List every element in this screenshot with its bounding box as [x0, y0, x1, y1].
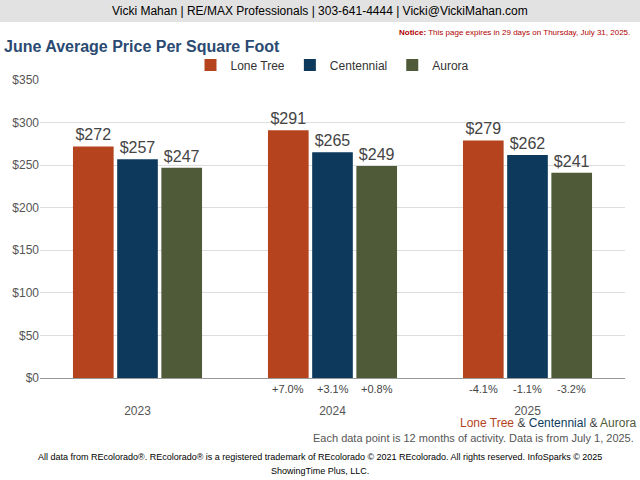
- svg-text:$50: $50: [19, 329, 39, 343]
- svg-text:Vicki Mahan | RE/MAX Professio: Vicki Mahan | RE/MAX Professionals | 303…: [112, 4, 528, 18]
- svg-text:$272: $272: [75, 126, 111, 143]
- svg-text:-3.2%: -3.2%: [557, 383, 586, 395]
- svg-text:2025: 2025: [514, 404, 541, 418]
- svg-text:$262: $262: [510, 135, 546, 152]
- svg-text:$241: $241: [554, 153, 590, 170]
- svg-text:Each data point is 12 months o: Each data point is 12 months of activity…: [313, 432, 634, 444]
- svg-text:2023: 2023: [124, 404, 151, 418]
- svg-text:$250: $250: [12, 158, 39, 172]
- svg-text:+7.0%: +7.0%: [272, 383, 304, 395]
- svg-text:$300: $300: [12, 116, 39, 130]
- svg-text:+3.1%: +3.1%: [317, 383, 349, 395]
- svg-text:2024: 2024: [319, 404, 346, 418]
- svg-text:ShowingTime Plus, LLC.: ShowingTime Plus, LLC.: [271, 466, 369, 476]
- svg-text:$200: $200: [12, 201, 39, 215]
- svg-text:$265: $265: [315, 132, 351, 149]
- svg-text:$279: $279: [465, 120, 501, 137]
- svg-text:$350: $350: [12, 73, 39, 87]
- svg-text:All data from REcolorado®. REc: All data from REcolorado®. REcolorado® i…: [38, 452, 602, 462]
- svg-text:$0: $0: [26, 371, 40, 385]
- svg-text:$100: $100: [12, 286, 39, 300]
- svg-text:$150: $150: [12, 243, 39, 257]
- svg-text:$249: $249: [359, 146, 395, 163]
- svg-text:-4.1%: -4.1%: [469, 383, 498, 395]
- svg-text:Lone Tree: Lone Tree: [231, 59, 285, 73]
- svg-text:June Average Price Per Square: June Average Price Per Square Foot: [4, 38, 280, 55]
- svg-text:$257: $257: [120, 139, 156, 156]
- svg-text:Lone Tree & Centennial & Auror: Lone Tree & Centennial & Aurora: [460, 416, 636, 430]
- svg-text:Notice: This page expires in 2: Notice: This page expires in 29 days on …: [399, 28, 630, 37]
- svg-text:$291: $291: [270, 110, 306, 127]
- svg-text:Aurora: Aurora: [432, 59, 468, 73]
- svg-text:Centennial: Centennial: [330, 59, 387, 73]
- svg-text:$247: $247: [164, 148, 200, 165]
- svg-text:-1.1%: -1.1%: [513, 383, 542, 395]
- svg-text:+0.8%: +0.8%: [361, 383, 393, 395]
